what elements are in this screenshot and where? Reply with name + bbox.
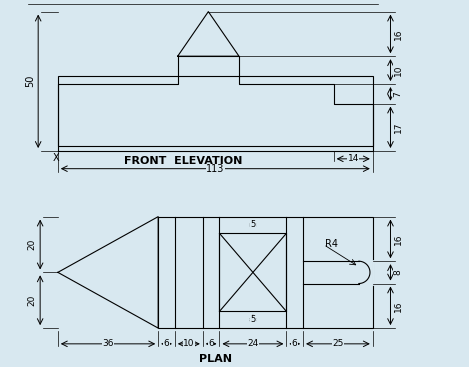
Bar bbox=[219, 233, 287, 311]
Text: R4: R4 bbox=[325, 240, 339, 250]
Text: 113: 113 bbox=[206, 164, 225, 174]
Text: 36: 36 bbox=[102, 339, 114, 348]
Text: 16: 16 bbox=[394, 300, 403, 312]
Text: 5: 5 bbox=[250, 315, 256, 324]
Text: 50: 50 bbox=[25, 75, 35, 87]
Text: 20: 20 bbox=[28, 295, 37, 306]
Text: PLAN: PLAN bbox=[199, 354, 232, 364]
Text: FRONT  ELEVATION: FRONT ELEVATION bbox=[124, 156, 242, 166]
Text: 8: 8 bbox=[394, 269, 403, 275]
Text: 25: 25 bbox=[332, 339, 344, 348]
Text: 7: 7 bbox=[393, 91, 402, 97]
Text: 6: 6 bbox=[164, 339, 169, 348]
Text: 24: 24 bbox=[247, 339, 258, 348]
Text: 6: 6 bbox=[208, 339, 214, 348]
Bar bbox=[158, 217, 373, 328]
Text: 20: 20 bbox=[28, 239, 37, 250]
Text: 5: 5 bbox=[250, 221, 256, 229]
Text: 16: 16 bbox=[394, 233, 403, 245]
Text: X: X bbox=[53, 153, 59, 163]
Bar bbox=[58, 76, 373, 146]
Text: 10: 10 bbox=[183, 339, 195, 348]
Text: 6: 6 bbox=[292, 339, 298, 348]
Text: 17: 17 bbox=[394, 121, 403, 133]
Text: 10: 10 bbox=[394, 64, 403, 76]
Text: 16: 16 bbox=[394, 28, 403, 40]
Text: 14: 14 bbox=[348, 155, 359, 163]
